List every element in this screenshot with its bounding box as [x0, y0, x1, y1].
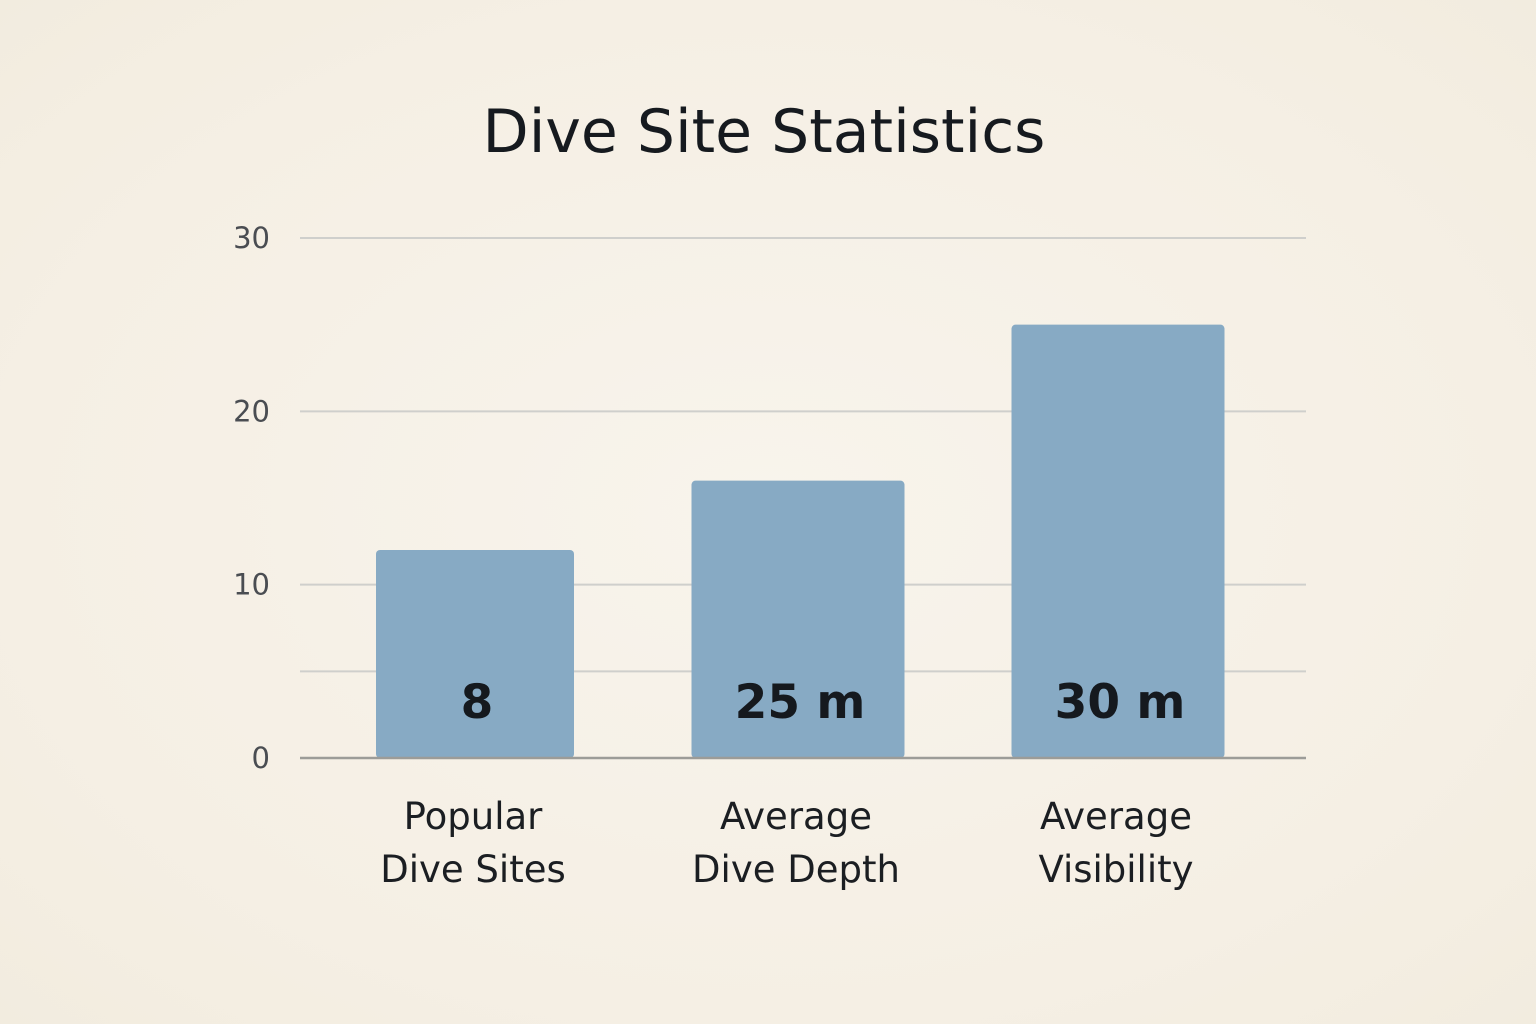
x-axis-categories: Popular Dive Sites Average Dive Depth Averag…: [380, 795, 1193, 891]
bar-value-label: 25 m: [735, 675, 866, 730]
bar-value-label: 30 m: [1055, 675, 1186, 730]
y-tick-label: 10: [233, 568, 270, 602]
y-tick-label: 20: [233, 394, 270, 428]
y-tick-label: 0: [252, 741, 270, 775]
x-category-label: Popular Dive Sites: [380, 795, 566, 891]
x-category-label: Average Visibility: [1038, 795, 1193, 891]
bar: [1011, 324, 1225, 758]
data-labels: 8 25 m 30 m: [461, 675, 1186, 730]
bar: [691, 480, 905, 758]
x-category-label: Average Dive Depth: [692, 795, 900, 891]
y-tick-label: 30: [233, 221, 270, 255]
bar: [376, 550, 574, 758]
y-axis-ticks: 0 10 20 30: [233, 221, 270, 775]
chart-title: Dive Site Statistics: [483, 97, 1046, 167]
bars: [376, 324, 1225, 758]
bar-value-label: 8: [461, 675, 494, 730]
